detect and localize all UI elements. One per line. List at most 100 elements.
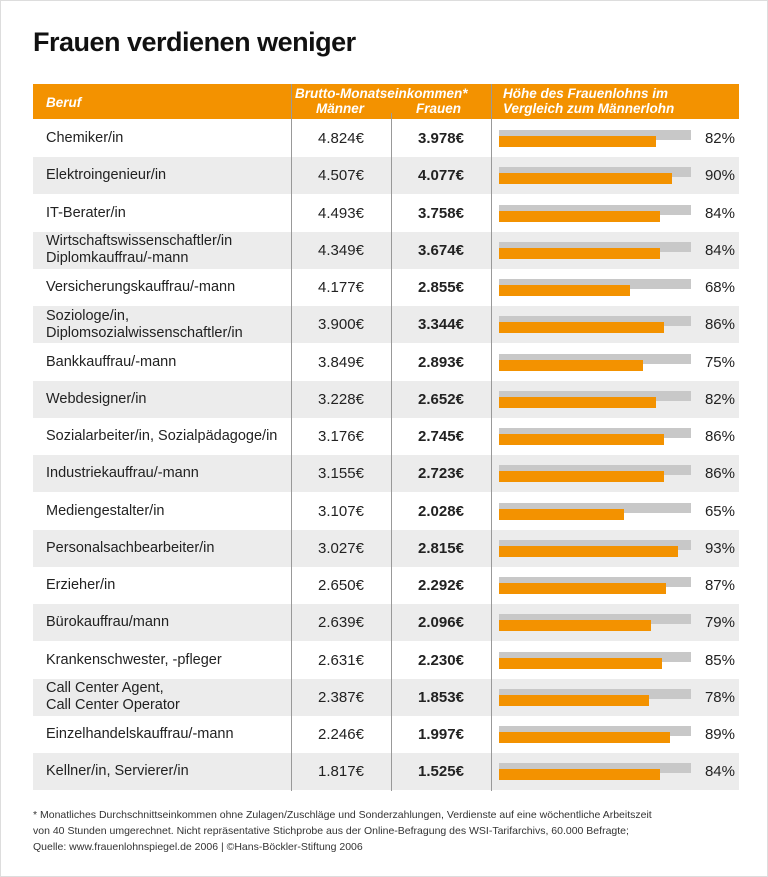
men-income: 2.246€ [318,726,364,743]
beruf-label: Industriekauffrau/-mann [46,465,199,482]
table-row: Wirtschaftswissenschaftler/in Diplomkauf… [33,231,739,269]
beruf-label: Kellner/in, Servierer/in [46,763,189,780]
header-ratio-line2: Vergleich zum Männerlohn [503,101,675,116]
table-row: Personalsachbearbeiter/in 3.027€ 2.815€ … [33,529,739,567]
bar-background [499,130,691,140]
beruf-cell: Personalsachbearbeiter/in [46,530,214,567]
pct-label: 84% [704,241,735,259]
women-income: 2.723€ [418,465,464,483]
beruf-label: Chemiker/in [46,130,124,146]
pct-label: 86% [704,428,735,445]
header-ratio-line1: Höhe des Frauenlohns im [503,86,669,101]
women-income: 1.997€ [418,726,464,743]
women-income: 2.292€ [418,577,464,594]
beruf-cell: Webdesigner/in [46,381,147,418]
bar-women-ratio [499,322,665,334]
pct-label: 90% [704,167,735,185]
bar-background [499,651,691,662]
men-income: 2.639€ [318,614,364,632]
bar-women-ratio [499,471,665,483]
women-income: 2.745€ [418,428,464,445]
footnote-line: von 40 Stunden umgerechnet. Nicht repräs… [33,825,629,837]
beruf-label: Webdesigner/in [46,390,147,407]
women-income: 2.855€ [418,279,464,296]
men-income: 4.177€ [318,279,364,296]
pct-label: 65% [704,502,735,520]
beruf-cell: Bürokauffrau/mann [46,604,169,641]
women-income: 3.344€ [418,316,464,334]
beruf-cell: Krankenschwester, -pfleger [46,642,222,679]
beruf-cell: Chemiker/in [46,120,123,157]
header-income: Brutto-Monatseinkommen* [295,86,468,101]
table-row: Einzelhandelskauffrau/-mann 2.246€ 1.997… [33,716,739,753]
table-row: Versicherungskauffrau/-mann 4.177€ 2.855… [33,269,739,306]
beruf-cell: Call Center Agent, Call Center Operator [46,679,180,716]
bar-background [499,539,691,550]
bar-women-ratio [499,210,661,222]
bar-background [499,428,691,438]
beruf-cell: Einzelhandelskauffrau/-mann [46,716,234,753]
beruf-label: Personalsachbearbeiter/in [46,539,215,556]
beruf-cell: Sozialarbeiter/in, Sozialpädagoge/in [46,418,277,455]
women-income: 2.096€ [418,614,464,632]
bar-background [499,688,691,699]
divider [391,113,392,791]
beruf-label: Bankkauffrau/-mann [46,353,177,370]
table-row: Mediengestalter/in 3.107€ 2.028€ 65% [33,493,739,530]
bar-background [499,390,691,401]
men-income: 3.176€ [318,428,364,445]
beruf-cell: Kellner/in, Servierer/in [46,753,189,790]
pct-label: 87% [704,577,735,594]
beruf-label: Sozialarbeiter/in, Sozialpädagoge/in [46,428,278,444]
beruf-cell: Versicherungskauffrau/-mann [46,269,235,306]
men-income: 2.387€ [318,688,364,706]
pct-label: 84% [704,204,735,222]
pct-label: 78% [704,688,735,706]
header-women: Frauen [416,101,462,116]
table-row: Bürokauffrau/mann 2.639€ 2.096€ 79% [33,604,739,642]
men-income: 4.507€ [318,167,364,185]
bar-women-ratio [499,657,663,669]
women-income: 3.758€ [418,204,464,222]
bar-women-ratio [499,620,651,632]
beruf-label: Wirtschaftswissenschaftler/in Diplomkauf… [46,233,233,267]
bar-women-ratio [499,545,678,557]
beruf-label: Einzelhandelskauffrau/-mann [46,726,234,742]
beruf-cell: Industriekauffrau/-mann [46,455,199,492]
women-income: 4.077€ [418,167,464,185]
bar-women-ratio [499,434,665,445]
men-income: 4.493€ [318,204,364,222]
beruf-label: Bürokauffrau/mann [46,614,170,631]
men-income: 2.650€ [318,577,364,594]
bar-background [499,726,691,736]
pct-label: 86% [704,465,735,483]
bar-women-ratio [499,173,672,185]
table-row: Krankenschwester, -pfleger 2.631€ 2.230€… [33,642,739,679]
bar-background [499,353,691,364]
bar-women-ratio [499,285,630,296]
bar-background [499,614,691,625]
table-row: Sozialarbeiter/in, Sozialpädagoge/in 3.1… [33,418,739,455]
beruf-label: Versicherungskauffrau/-mann [46,279,236,295]
pct-label: 82% [704,390,735,408]
beruf-label: Krankenschwester, -pfleger [46,651,222,668]
bar-background [499,577,691,587]
men-income: 4.824€ [318,130,364,147]
divider [291,84,292,791]
beruf-label: Soziologe/in, Diplomsozialwissenschaftle… [46,307,243,341]
men-income: 3.155€ [318,465,364,483]
divider [491,84,492,791]
bar-background [499,279,691,289]
bar-women-ratio [499,732,670,743]
men-income: 2.631€ [318,651,364,669]
women-income: 1.853€ [418,688,464,706]
men-income: 3.900€ [318,316,364,334]
men-income: 4.349€ [318,241,364,259]
bar-women-ratio [499,396,657,408]
bar-women-ratio [499,583,667,594]
women-income: 2.815€ [418,539,464,557]
bar-women-ratio [499,359,643,371]
pct-label: 84% [704,763,735,781]
beruf-cell: Soziologe/in, Diplomsozialwissenschaftle… [46,306,243,343]
